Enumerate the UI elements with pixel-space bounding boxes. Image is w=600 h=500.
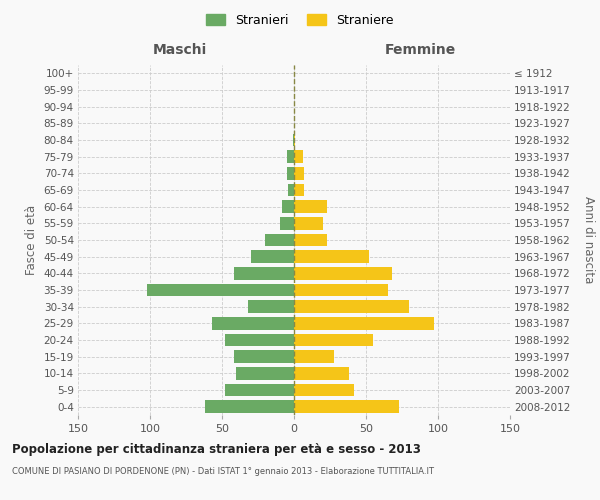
Bar: [294, 267, 392, 280]
Bar: [288, 184, 294, 196]
Y-axis label: Fasce di età: Fasce di età: [25, 205, 38, 275]
Bar: [294, 167, 304, 179]
Bar: [280, 217, 294, 230]
Bar: [294, 184, 304, 196]
Bar: [294, 367, 349, 380]
Bar: [265, 234, 294, 246]
Bar: [294, 400, 399, 413]
Text: Maschi: Maschi: [153, 44, 207, 58]
Bar: [294, 334, 373, 346]
Text: Femmine: Femmine: [385, 44, 455, 58]
Bar: [294, 300, 409, 313]
Bar: [294, 284, 388, 296]
Bar: [287, 150, 294, 163]
Bar: [294, 350, 334, 363]
Bar: [248, 300, 294, 313]
Bar: [233, 350, 294, 363]
Bar: [212, 317, 294, 330]
Bar: [233, 267, 294, 280]
Bar: [251, 250, 294, 263]
Bar: [287, 167, 294, 179]
Bar: [294, 384, 355, 396]
Bar: [294, 250, 369, 263]
Bar: [225, 334, 294, 346]
Y-axis label: Anni di nascita: Anni di nascita: [582, 196, 595, 284]
Bar: [283, 200, 294, 213]
Text: COMUNE DI PASIANO DI PORDENONE (PN) - Dati ISTAT 1° gennaio 2013 - Elaborazione : COMUNE DI PASIANO DI PORDENONE (PN) - Da…: [12, 468, 434, 476]
Bar: [293, 134, 294, 146]
Legend: Stranieri, Straniere: Stranieri, Straniere: [202, 8, 398, 32]
Bar: [294, 150, 302, 163]
Bar: [294, 200, 327, 213]
Bar: [294, 217, 323, 230]
Bar: [294, 134, 295, 146]
Text: Popolazione per cittadinanza straniera per età e sesso - 2013: Popolazione per cittadinanza straniera p…: [12, 442, 421, 456]
Bar: [205, 400, 294, 413]
Bar: [225, 384, 294, 396]
Bar: [294, 234, 327, 246]
Bar: [147, 284, 294, 296]
Bar: [236, 367, 294, 380]
Bar: [294, 317, 434, 330]
